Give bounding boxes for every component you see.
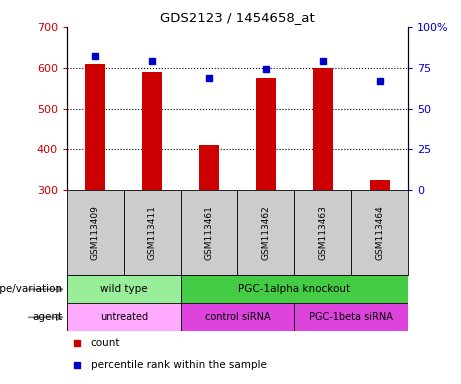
Bar bbox=[313, 68, 333, 190]
Text: agent: agent bbox=[32, 312, 62, 322]
Bar bbox=[67, 303, 181, 331]
Bar bbox=[181, 190, 237, 275]
Bar bbox=[67, 190, 124, 275]
Bar bbox=[294, 190, 351, 275]
Text: GSM113463: GSM113463 bbox=[318, 205, 327, 260]
Text: genotype/variation: genotype/variation bbox=[0, 284, 62, 294]
Bar bbox=[370, 180, 390, 190]
Text: count: count bbox=[91, 338, 120, 348]
Bar bbox=[85, 64, 105, 190]
Bar bbox=[351, 190, 408, 275]
Text: untreated: untreated bbox=[100, 312, 148, 322]
Bar bbox=[256, 78, 276, 190]
Bar bbox=[294, 303, 408, 331]
Text: GSM113411: GSM113411 bbox=[148, 205, 157, 260]
Text: PGC-1alpha knockout: PGC-1alpha knockout bbox=[238, 284, 350, 294]
Title: GDS2123 / 1454658_at: GDS2123 / 1454658_at bbox=[160, 11, 315, 24]
Bar bbox=[142, 72, 162, 190]
Bar bbox=[124, 190, 181, 275]
Bar bbox=[67, 275, 181, 303]
Text: GSM113461: GSM113461 bbox=[205, 205, 213, 260]
Text: PGC-1beta siRNA: PGC-1beta siRNA bbox=[309, 312, 393, 322]
Text: control siRNA: control siRNA bbox=[205, 312, 270, 322]
Text: wild type: wild type bbox=[100, 284, 148, 294]
Text: GSM113409: GSM113409 bbox=[91, 205, 100, 260]
Bar bbox=[181, 275, 408, 303]
Text: GSM113464: GSM113464 bbox=[375, 205, 384, 260]
Bar bbox=[199, 146, 219, 190]
Bar bbox=[181, 303, 294, 331]
Text: percentile rank within the sample: percentile rank within the sample bbox=[91, 360, 266, 370]
Bar bbox=[237, 190, 294, 275]
Text: GSM113462: GSM113462 bbox=[261, 205, 270, 260]
